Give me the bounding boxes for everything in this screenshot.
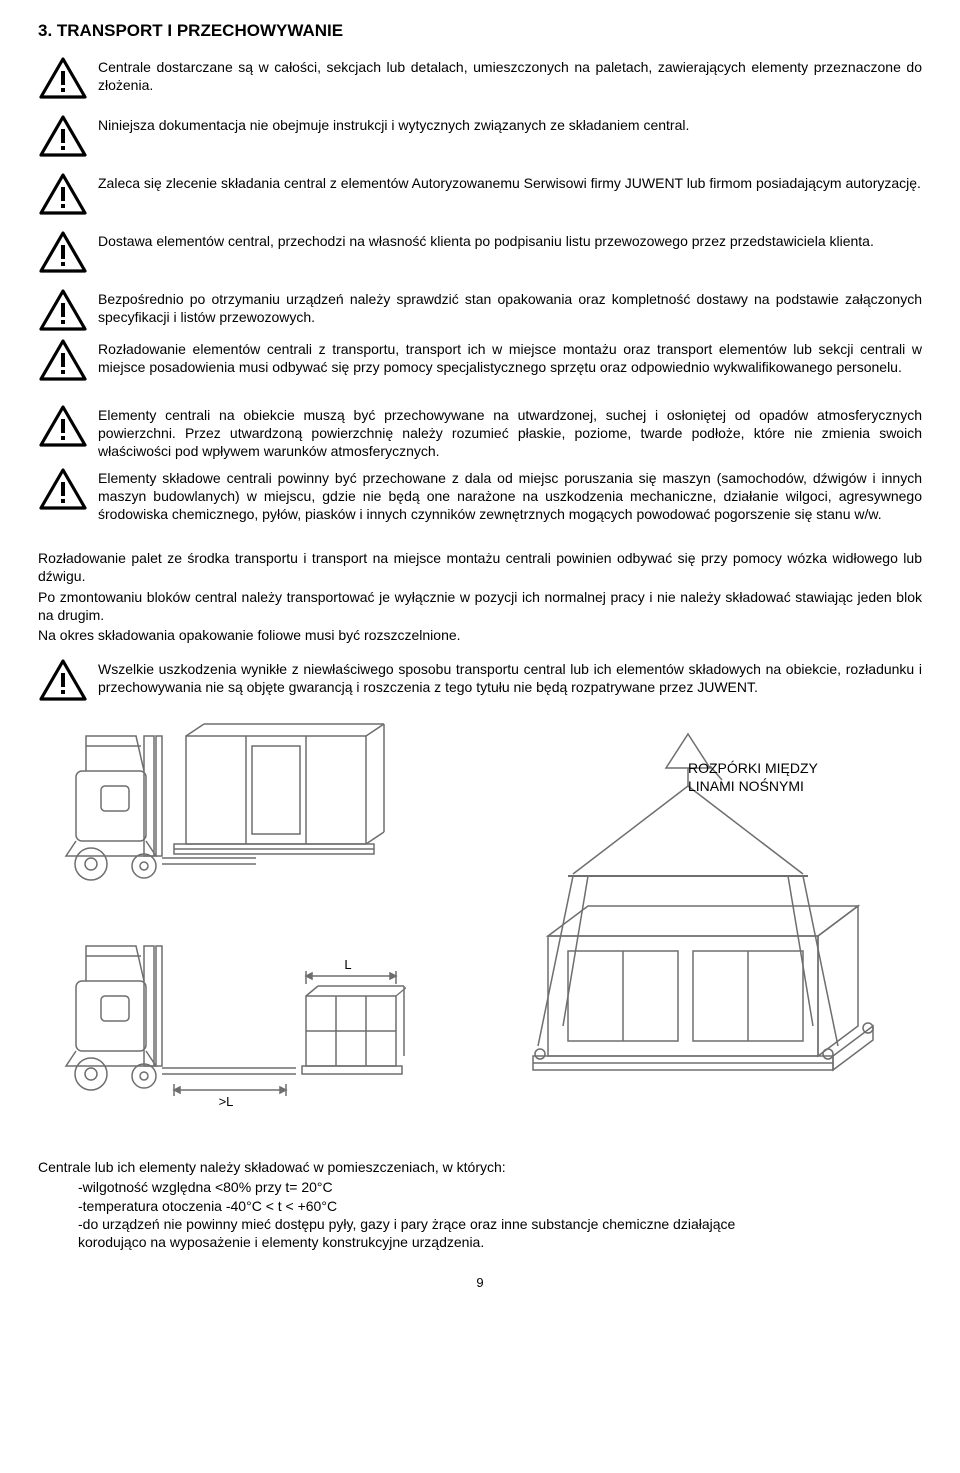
figure-forklift-large [56,716,406,896]
caption-line1: ROZPÓRKI MIĘDZY [688,760,818,778]
warning-note-5: Bezpośrednio po otrzymaniu urządzeń nale… [38,288,922,332]
figure-forklift-small: L >L [56,916,406,1116]
warning-note-1: Centrale dostarczane są w całości, sekcj… [38,56,922,100]
warning-note-3: Zaleca się zlecenie składania central z … [38,172,922,216]
warning-icon [38,56,88,100]
warning-text: Elementy składowe centrali powinny być p… [98,467,922,524]
figure-caption: ROZPÓRKI MIĘDZY LINAMI NOŚNYMI [688,760,818,795]
storage-line: -do urządzeń nie powinny mieć dostępu py… [38,1215,922,1233]
figure-area: L >L [38,716,922,1146]
warning-icon [38,338,88,382]
warning-text: Wszelkie uszkodzenia wynikłe z niewłaści… [98,658,922,696]
warning-text: Bezpośrednio po otrzymaniu urządzeń nale… [98,288,922,326]
warning-text: Zaleca się zlecenie składania central z … [98,172,922,192]
storage-line: korodująco na wyposażenie i elementy kon… [38,1233,922,1251]
section-title: 3. TRANSPORT I PRZECHOWYWANIE [38,20,922,42]
warning-note-2: Niniejsza dokumentacja nie obejmuje inst… [38,114,922,158]
warning-text: Dostawa elementów central, przechodzi na… [98,230,922,250]
label-gt-L: >L [219,1094,234,1109]
storage-line: -wilgotność względna <80% przy t= 20°C [38,1178,922,1196]
storage-intro: Centrale lub ich elementy należy składow… [38,1158,922,1176]
warning-icon [38,114,88,158]
warning-icon [38,172,88,216]
warning-note-6: Rozładowanie elementów centrali z transp… [38,338,922,382]
warning-note-7: Elementy centrali na obiekcie muszą być … [38,404,922,461]
caption-line2: LINAMI NOŚNYMI [688,778,818,796]
warning-icon [38,658,88,702]
warning-icon [38,467,88,511]
warning-text: Centrale dostarczane są w całości, sekcj… [98,56,922,94]
warning-icon [38,230,88,274]
warning-note-8: Elementy składowe centrali powinny być p… [38,467,922,524]
paragraph: Na okres składowania opakowanie foliowe … [38,626,922,644]
warning-icon [38,404,88,448]
warning-text: Elementy centrali na obiekcie muszą być … [98,404,922,461]
warning-icon [38,288,88,332]
paragraph: Rozładowanie palet ze środka transportu … [38,549,922,585]
storage-line: -temperatura otoczenia -40°C < t < +60°C [38,1197,922,1215]
warning-note-9: Wszelkie uszkodzenia wynikłe z niewłaści… [38,658,922,702]
paragraph: Po zmontowaniu bloków central należy tra… [38,588,922,624]
warning-note-4: Dostawa elementów central, przechodzi na… [38,230,922,274]
page-number: 9 [38,1275,922,1292]
label-L: L [344,957,351,972]
warning-text: Rozładowanie elementów centrali z transp… [98,338,922,376]
warning-text: Niniejsza dokumentacja nie obejmuje inst… [98,114,922,134]
